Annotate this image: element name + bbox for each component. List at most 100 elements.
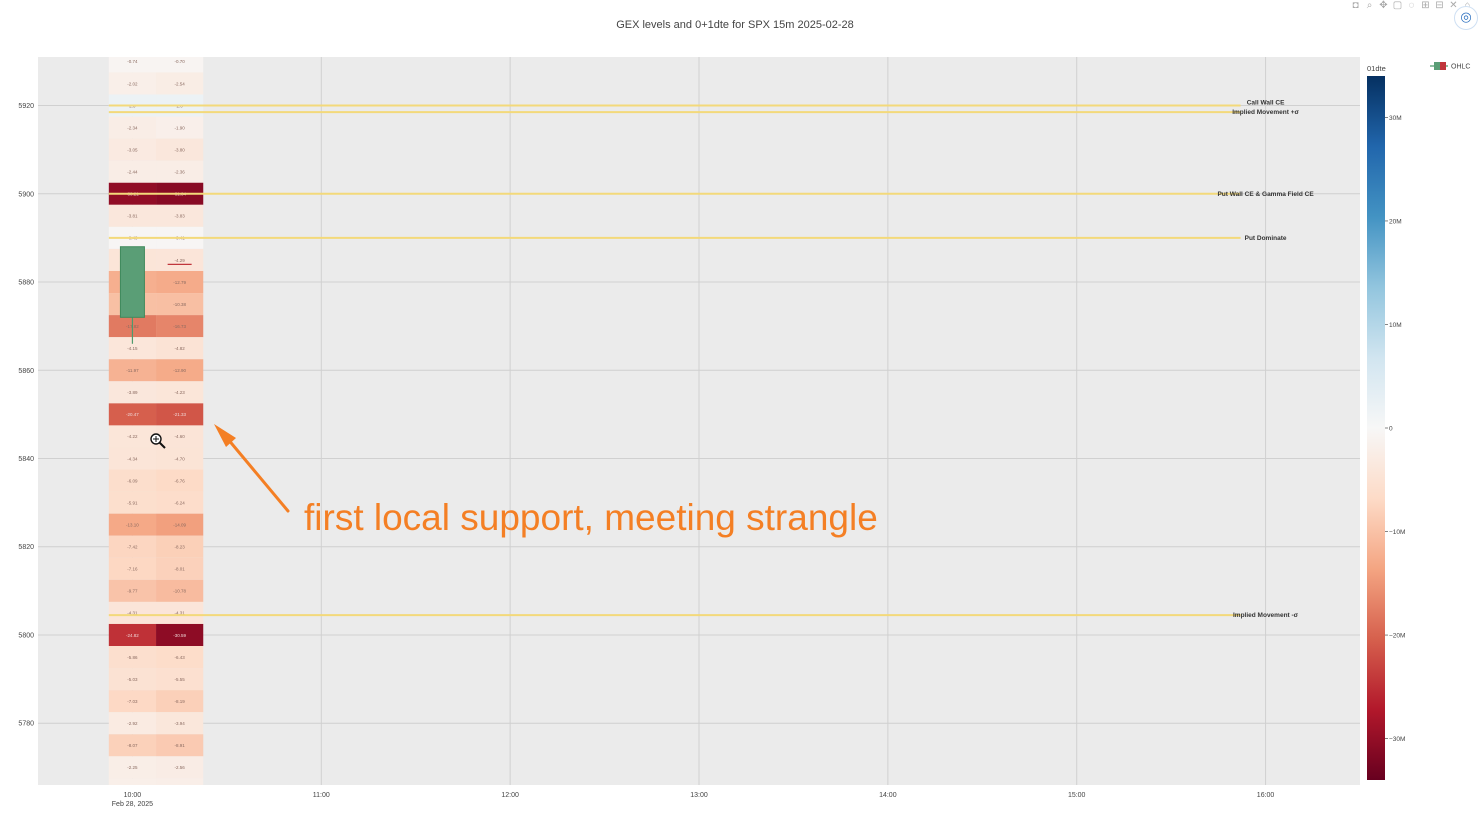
heatmap-cell[interactable] [156,425,204,448]
heatmap-cell[interactable] [156,778,204,785]
heatmap-cell-label: -4.23 [175,390,186,395]
heatmap-cell[interactable] [156,491,204,514]
heatmap-cell[interactable] [108,535,157,558]
heatmap-cell-label: -5.91 [127,500,138,505]
heatmap-cell[interactable] [108,712,157,735]
heatmap-cell[interactable] [108,668,157,691]
heatmap-cell[interactable] [156,403,204,426]
zoom-icon[interactable]: ⌕ [1366,0,1373,11]
heatmap-cell[interactable] [156,601,204,624]
legend-swatch-up[interactable] [1434,62,1440,70]
heatmap-cell[interactable] [156,359,204,382]
heatmap-cell[interactable] [156,315,204,338]
pan-icon[interactable]: ✥ [1379,0,1388,11]
heatmap-cell[interactable] [108,778,157,785]
heatmap-cell[interactable] [156,469,204,492]
heatmap-cell[interactable] [108,359,157,382]
heatmap-cell-label: -8.01 [175,567,186,572]
heatmap-cell[interactable] [156,734,204,757]
heatmap-cell[interactable] [108,491,157,514]
heatmap-cell-label: -3.94 [175,721,186,726]
heatmap-cell-label: -7.16 [127,567,138,572]
heatmap-cell-label: -6.24 [175,500,186,505]
level-label: Put Wall CE & Gamma Field CE [1217,191,1314,198]
heatmap-cell-label: -6.76 [175,478,186,483]
heatmap-cell[interactable] [156,293,204,316]
heatmap-cell-label: -4.22 [127,434,138,439]
heatmap-cell[interactable] [156,337,204,360]
heatmap-cell[interactable] [108,734,157,757]
heatmap-cell[interactable] [108,337,157,360]
heatmap-cell-label: -21.33 [173,412,186,417]
heatmap-cell-label: -4.15 [127,346,138,351]
heatmap-cell[interactable] [156,447,204,470]
autoscale-icon[interactable]: ✕ [1449,0,1458,11]
y-tick-label: 5860 [18,368,34,375]
heatmap-cell[interactable] [108,690,157,713]
colorbar[interactable] [1367,76,1385,780]
legend-label[interactable]: OHLC [1451,64,1470,71]
ohlc-candle[interactable] [119,246,145,318]
heatmap-cell-label: -2.25 [127,765,138,770]
heatmap-cell[interactable] [156,116,204,139]
heatmap-cell[interactable] [108,513,157,536]
heatmap-cell[interactable] [108,557,157,580]
heatmap-cell-label: -10.78 [173,589,186,594]
colorbar-tick-label: 0 [1389,426,1393,433]
x-tick-label: 11:00 [313,792,330,799]
heatmap-cell[interactable] [108,204,157,227]
heatmap-cell[interactable] [156,57,204,73]
legend-swatch-down[interactable] [1440,62,1446,70]
heatmap-cell[interactable] [156,712,204,735]
screen-capture-button[interactable]: ◎ [1454,6,1478,30]
heatmap-cell[interactable] [156,270,204,294]
heatmap-cell[interactable] [108,403,157,426]
zoom-out-icon[interactable]: ⊟ [1435,0,1444,11]
heatmap-cell[interactable] [108,623,157,647]
heatmap-cell[interactable] [156,579,204,602]
heatmap-cell[interactable] [156,381,204,404]
heatmap-cell[interactable] [156,756,204,779]
heatmap-cell-label: -2.54 [175,81,186,86]
heatmap-cell[interactable] [156,535,204,558]
heatmap-cell[interactable] [108,579,157,602]
heatmap-cell[interactable] [108,138,157,161]
heatmap-cell[interactable] [108,447,157,470]
heatmap-cell[interactable] [156,513,204,536]
colorbar-tick-label: −30M [1389,736,1405,743]
heatmap-cell-label: -8.19 [175,699,186,704]
heatmap-cell[interactable] [156,668,204,691]
heatmap-cell[interactable] [156,646,204,669]
lasso-icon[interactable]: ◌ [1408,0,1415,11]
heatmap-cell[interactable] [108,646,157,669]
heatmap-cell[interactable] [156,690,204,713]
annotation-arrow-head [214,424,236,447]
heatmap-cell[interactable] [156,248,204,271]
camera-icon[interactable]: ◘ [1352,0,1359,11]
heatmap-cell[interactable] [108,601,157,624]
heatmap-cell[interactable] [156,557,204,580]
heatmap-cell[interactable] [108,57,157,73]
heatmap-cell[interactable] [156,204,204,227]
zoom-in-icon[interactable]: ⊞ [1421,0,1430,11]
box-select-icon[interactable]: ▢ [1392,0,1403,11]
x-tick-label: 16:00 [1257,792,1275,799]
heatmap-cell[interactable] [156,623,204,647]
reset-icon[interactable]: ⌂ [1462,0,1473,11]
heatmap-cell[interactable] [108,160,157,183]
heatmap-cell[interactable] [108,381,157,404]
colorbar-tick-label: 10M [1389,322,1402,329]
heatmap-cell[interactable] [108,469,157,492]
heatmap-cell-label: -30.59 [173,633,186,638]
heatmap-cell[interactable] [108,756,157,779]
heatmap-cell-label: -4.60 [175,434,186,439]
heatmap-cell[interactable] [108,72,157,95]
heatmap-cell[interactable] [156,72,204,95]
x-tick-label: 15:00 [1068,792,1086,799]
heatmap-cell-label: -4.29 [175,258,186,263]
heatmap-cell[interactable] [156,138,204,161]
heatmap-cell[interactable] [156,160,204,183]
heatmap-cell[interactable] [108,116,157,139]
heatmap-cell[interactable] [108,425,157,448]
